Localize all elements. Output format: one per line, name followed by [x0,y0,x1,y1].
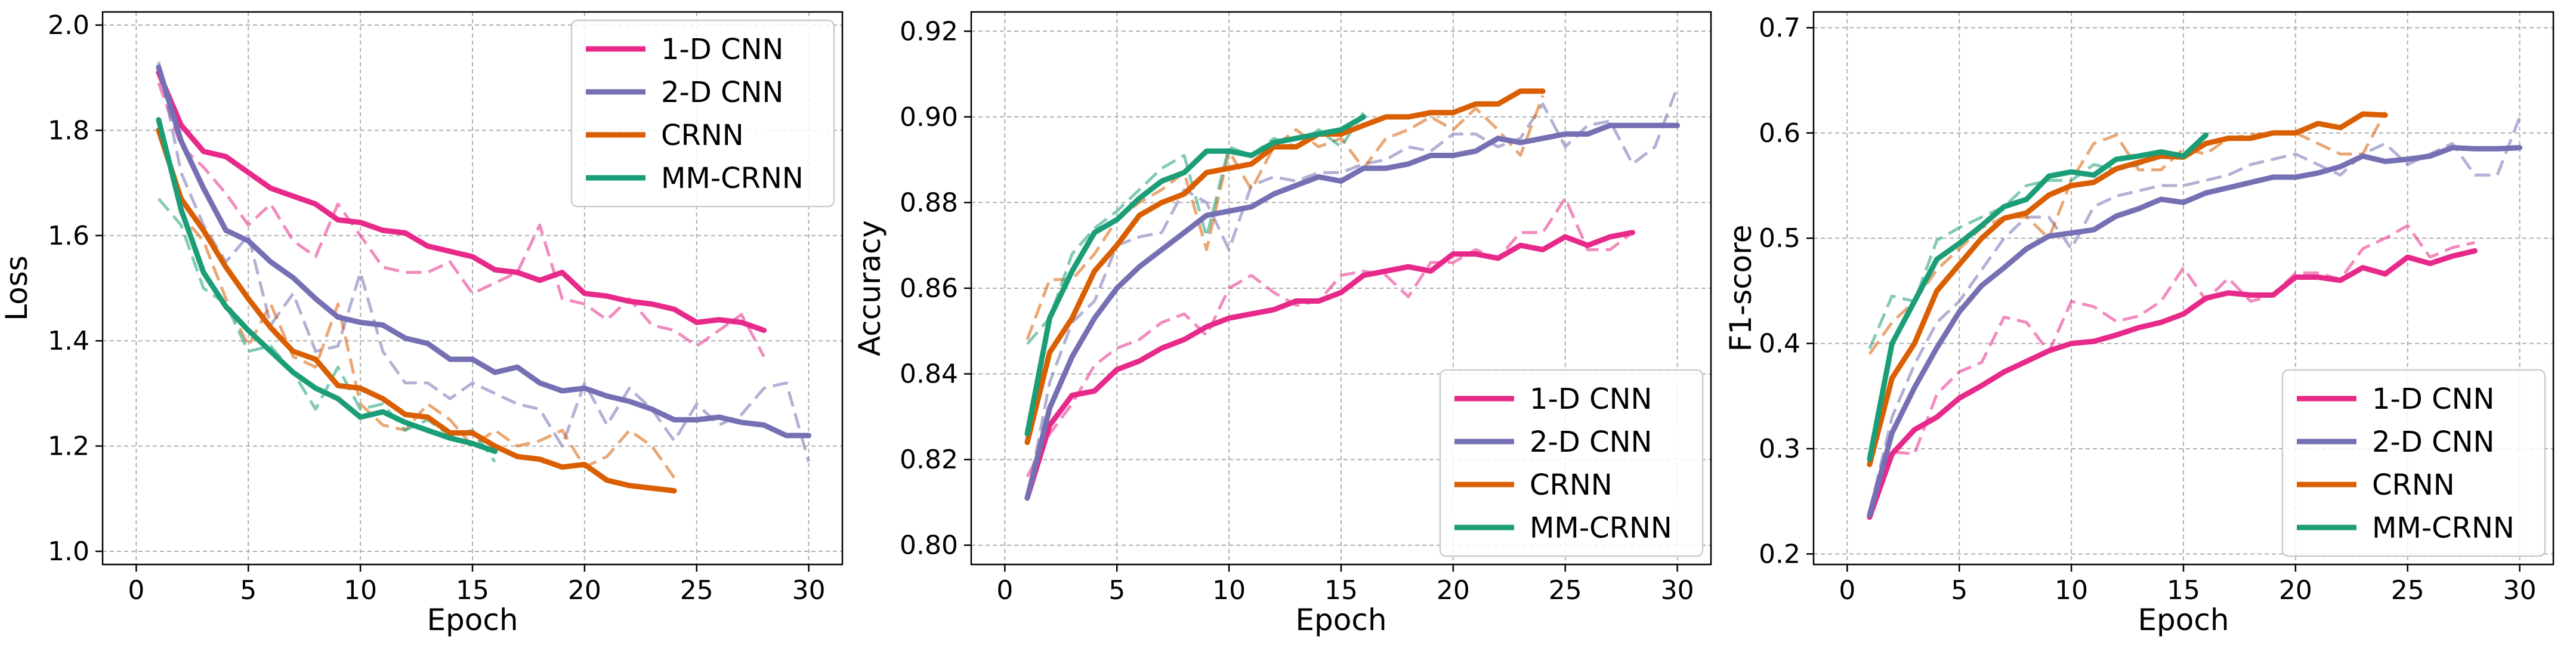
series-line-mm-crnn-raw [1026,112,1365,345]
legend-entry-label: 1-D CNN [1530,382,1652,416]
y-tick-label: 0.2 [1759,539,1800,569]
series-line-1-d-cnn [156,69,767,334]
series-line-2-d-cnn [156,64,812,439]
y-tick-label: 0.82 [900,445,958,475]
x-tick-label: 10 [2055,575,2088,606]
y-tick-label: 1.8 [48,115,89,146]
series-line-1-d-cnn-raw [1868,224,2476,515]
x-tick-label: 0 [1839,575,1855,606]
y-tick-label: 0.80 [900,530,958,561]
legend: 1-D CNN 2-D CNN CRNN MM-CRNN [2281,369,2546,557]
legend: 1-D CNN 2-D CNN CRNN MM-CRNN [570,19,835,208]
series-line-mm-crnn [156,117,498,454]
y-tick-label: 1.0 [48,536,89,567]
x-tick-label: 25 [2391,575,2424,606]
legend-entry-label: 1-D CNN [2372,382,2494,416]
legend-entry-label: CRNN [2372,468,2455,502]
x-axis-label: Epoch [2138,603,2229,637]
x-tick-label: 10 [344,575,377,606]
y-axis-label: F1-score [1723,225,1758,352]
y-tick-label: 0.92 [900,16,958,47]
x-tick-label: 15 [2167,575,2200,606]
x-tick-label: 25 [680,575,714,606]
y-tick-label: 1.4 [48,326,89,356]
legend-entry-label: MM-CRNN [2372,511,2515,545]
y-axis-label: Loss [0,255,34,321]
legend-entry-label: MM-CRNN [1530,511,1672,545]
x-tick-label: 0 [128,575,144,606]
series-line-mm-crnn [1867,132,2209,462]
legend-entry-label: 2-D CNN [661,76,783,109]
series-line-crnn [1867,111,2388,467]
legend-box [570,19,835,208]
legend: 1-D CNN 2-D CNN CRNN MM-CRNN [1439,369,1704,557]
series-line-1-d-cnn-raw [157,82,765,357]
legend-entry-label: MM-CRNN [661,162,804,195]
legend-entry-label: CRNN [661,119,744,152]
y-tick-label: 1.6 [48,221,89,251]
series-line-crnn [1024,88,1546,445]
series-line-2-d-cnn-raw [1026,86,1679,499]
x-axis-label: Epoch [1295,603,1386,637]
series-line-2-d-cnn-raw [1868,116,2521,513]
y-tick-label: 0.84 [900,359,958,390]
x-tick-label: 5 [240,575,257,606]
x-tick-label: 30 [2503,575,2537,606]
chart-panel-loss: 0 5 10 15 20 25 30 1.0 1.2 1.4 1.6 1.8 2.0 Epoch Loss 1… [0,10,844,637]
x-tick-label: 15 [456,575,489,606]
y-tick-label: 0.86 [900,273,958,304]
y-tick-label: 1.2 [48,431,89,462]
y-tick-label: 0.90 [900,102,958,132]
series-line-2-d-cnn [1867,145,2523,518]
x-tick-label: 5 [1951,575,1967,606]
series-line-1-d-cnn-raw [1026,196,1634,477]
series-line-mm-crnn [1024,114,1367,437]
legend-entry-label: CRNN [1530,468,1613,502]
x-tick-label: 30 [792,575,826,606]
y-tick-label: 0.7 [1759,13,1800,43]
y-tick-label: 0.3 [1759,434,1800,464]
x-tick-label: 10 [1212,575,1246,606]
x-tick-label: 0 [996,575,1013,606]
y-tick-label: 0.88 [900,187,958,218]
x-tick-label: 5 [1108,575,1125,606]
series-line-crnn-raw [1868,111,2387,355]
legend-box [1439,369,1704,557]
legend-box [2281,369,2546,557]
series-line-2-d-cnn [1024,122,1681,501]
y-tick-label: 0.5 [1759,223,1800,254]
x-axis-label: Epoch [427,603,518,637]
series-line-1-d-cnn [1024,230,1635,501]
y-tick-label: 2.0 [48,10,89,41]
x-tick-label: 15 [1324,575,1358,606]
legend-entry-label: 2-D CNN [2372,425,2494,459]
y-tick-label: 0.6 [1759,118,1800,149]
legend-entry-label: 2-D CNN [1530,425,1652,459]
series-line-crnn [156,127,677,493]
x-tick-label: 20 [568,575,601,606]
series-line-1-d-cnn [1867,248,2478,520]
chart-panel-f1-score: 0 5 10 15 20 25 30 0.2 0.3 0.4 0.5 0.6 0.7 Epoch F1-sc… [1723,11,2555,637]
legend-entry-label: 1-D CNN [661,33,783,66]
y-tick-label: 0.4 [1759,329,1800,359]
x-tick-label: 20 [1437,575,1470,606]
x-tick-label: 25 [1549,575,1582,606]
x-tick-label: 20 [2279,575,2312,606]
x-tick-label: 30 [1661,575,1694,606]
y-axis-label: Accuracy [853,220,887,356]
chart-panel-accuracy: 0 5 10 15 20 25 30 0.80 0.82 0.84 0.86 0.88 0.90 0.92… [853,11,1712,637]
series-line-mm-crnn-raw [157,198,496,463]
series-line-mm-crnn-raw [1868,132,2207,350]
